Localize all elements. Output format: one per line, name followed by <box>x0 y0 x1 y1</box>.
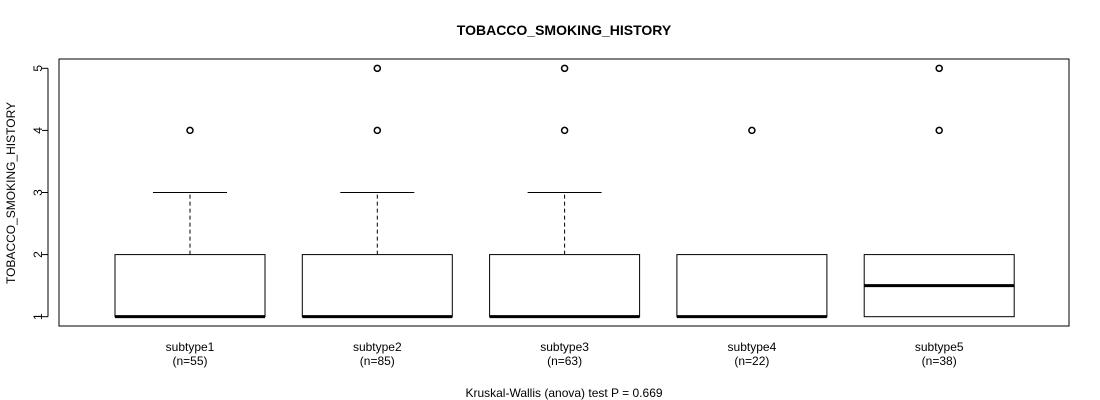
iqr-box <box>489 254 641 318</box>
outlier-point <box>560 64 569 73</box>
category-label: subtype3 <box>540 340 589 354</box>
category-labels: subtype1(n=55) subtype2(n=85) subtype3(n=6… <box>166 340 964 368</box>
y-axis: 1 2 3 4 5 <box>31 65 49 320</box>
category-label: subtype1 <box>166 340 215 354</box>
iqr-box <box>676 254 828 318</box>
category-count: (n=63) <box>547 354 582 368</box>
outlier-point <box>748 126 756 135</box>
category-count: (n=22) <box>734 354 769 368</box>
plot-frame <box>58 58 1070 327</box>
category-label: subtype5 <box>915 340 964 354</box>
y-tick-label: 3 <box>31 189 45 196</box>
outlier-point <box>935 64 943 73</box>
box-subtype4 <box>676 126 828 319</box>
outlier-point <box>373 64 382 73</box>
outlier-point <box>560 126 569 135</box>
chart-title: TOBACCO_SMOKING_HISTORY <box>457 22 672 38</box>
y-tick-label: 5 <box>31 65 45 72</box>
outlier-point <box>186 126 194 135</box>
category-label: subtype4 <box>728 340 777 354</box>
category-count: (n=38) <box>922 354 957 368</box>
y-tick-label: 1 <box>31 313 45 320</box>
box-subtype2 <box>301 64 453 319</box>
y-axis-label: TOBACCO_SMOKING_HISTORY <box>4 102 18 284</box>
y-tick-label: 4 <box>31 127 45 134</box>
outlier-point <box>373 126 382 135</box>
box-subtype5 <box>863 64 1015 318</box>
category-count: (n=55) <box>172 354 207 368</box>
y-tick-label: 2 <box>31 251 45 258</box>
box-subtype1 <box>114 126 266 319</box>
iqr-box <box>114 254 266 318</box>
outlier-point <box>935 126 943 135</box>
box-subtype3 <box>489 64 641 319</box>
iqr-box <box>301 254 453 318</box>
category-label: subtype2 <box>353 340 402 354</box>
category-count: (n=85) <box>360 354 395 368</box>
test-footnote: Kruskal-Wallis (anova) test P = 0.669 <box>465 386 662 400</box>
boxes-group <box>114 64 1015 319</box>
